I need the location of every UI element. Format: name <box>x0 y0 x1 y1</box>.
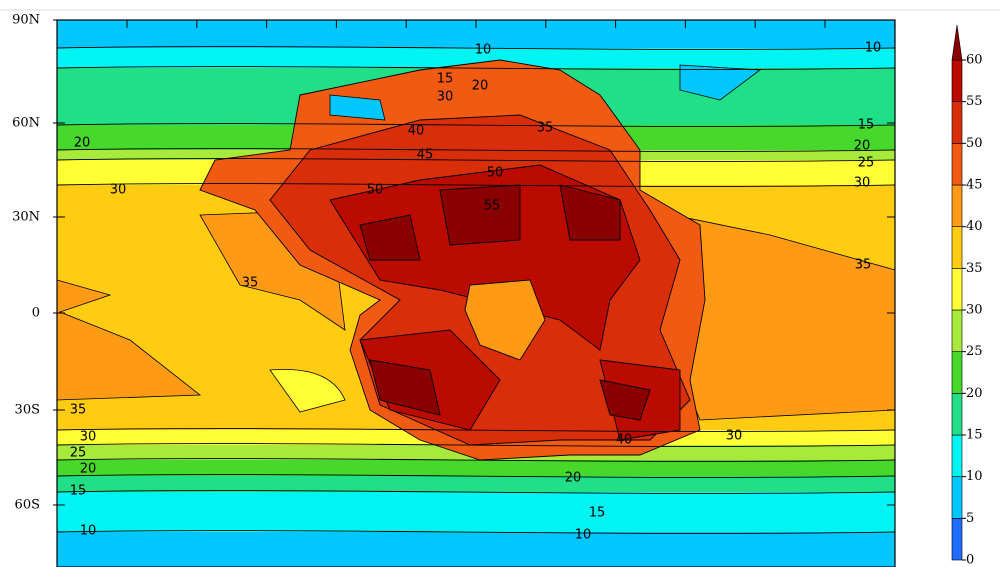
contour-label: 15 <box>589 506 606 521</box>
contour-label: 55 <box>484 199 501 214</box>
lat-label: 0 <box>32 306 40 321</box>
lat-label: 90N <box>12 13 40 28</box>
colorbar-segment <box>951 101 963 144</box>
contour-label: 25 <box>858 156 875 171</box>
lat-label: 30S <box>15 403 40 418</box>
lat-label: 60S <box>15 498 40 513</box>
colorbar-label: 35 <box>966 261 983 276</box>
contour-label: 15 <box>70 484 87 499</box>
contour-label: 15 <box>858 118 875 133</box>
inland-sea <box>464 279 546 361</box>
colorbar-segment <box>951 226 963 269</box>
colorbar-label: 25 <box>966 344 983 359</box>
contour-label: 35 <box>242 276 259 291</box>
colorbar-segment <box>951 351 963 394</box>
contour-label: 10 <box>575 528 592 543</box>
colorbar-segment <box>951 143 963 186</box>
contour-line <box>56 428 896 432</box>
colorbar-label: 5 <box>966 511 974 526</box>
continent-region <box>359 184 651 421</box>
contour-label: 35 <box>537 121 554 136</box>
contour-label: 20 <box>472 79 489 94</box>
contour-line <box>56 66 896 70</box>
contour-label: 35 <box>855 258 872 273</box>
colorbar-label: 60 <box>966 53 983 68</box>
colorbar-label: 0 <box>966 553 974 567</box>
temperature-band <box>57 476 895 492</box>
contour-line <box>56 443 896 447</box>
colorbar-label: 15 <box>966 428 983 443</box>
cool-region <box>269 369 346 413</box>
contour-label: 40 <box>616 433 633 448</box>
colorbar-label: 40 <box>966 219 983 234</box>
colorbar-label: 50 <box>966 136 983 151</box>
contour-label: 30 <box>726 429 743 444</box>
colorbar-label: 55 <box>966 94 983 109</box>
contour-line <box>56 123 896 127</box>
colorbar-segment <box>951 518 963 561</box>
contour-line <box>56 530 896 534</box>
colorbar-label: 30 <box>966 303 983 318</box>
colorbar-label: 10 <box>966 469 983 484</box>
contour-label: 30 <box>854 176 871 191</box>
colorbar-segment <box>951 434 963 477</box>
contour-label: 40 <box>408 124 425 139</box>
contour-label: 20 <box>74 136 91 151</box>
colorbar-extension <box>951 24 963 61</box>
contour-line <box>56 474 896 478</box>
polar-cold <box>329 64 762 121</box>
temperature-band <box>57 532 895 567</box>
colorbar-segment <box>951 268 963 311</box>
contour-label: 10 <box>865 41 882 56</box>
contour-label: 35 <box>70 403 87 418</box>
contour-label: 50 <box>367 183 384 198</box>
contour-label: 50 <box>487 166 504 181</box>
contour-label: 20 <box>80 462 97 477</box>
temperature-band <box>57 48 895 68</box>
colorbar-label: 20 <box>966 386 983 401</box>
colorbar-segment <box>951 59 963 102</box>
contour-label: 25 <box>70 446 87 461</box>
colorbar-segment <box>951 309 963 352</box>
temperature-band <box>57 492 895 532</box>
lat-label: 60N <box>12 116 40 131</box>
colorbar-segment <box>951 476 963 519</box>
colorbar-segment <box>951 393 963 436</box>
contour-line <box>56 158 896 162</box>
contour-line <box>56 458 896 462</box>
contour-label: 30 <box>110 183 127 198</box>
contour-line <box>56 46 896 50</box>
contour-label: 45 <box>417 148 434 163</box>
contour-label: 20 <box>565 471 582 486</box>
contour-line <box>56 183 896 187</box>
colorbar-segment <box>951 184 963 227</box>
colorbar-label: 45 <box>966 178 983 193</box>
lat-label: 30N <box>12 210 40 225</box>
contour-line <box>56 148 896 152</box>
temperature-band <box>57 460 895 476</box>
contour-label: 20 <box>854 139 871 154</box>
contour-label: 15 <box>437 72 454 87</box>
contour-line <box>56 490 896 494</box>
contour-label: 10 <box>475 43 492 58</box>
contour-label: 10 <box>80 524 97 539</box>
contour-label: 30 <box>80 430 97 445</box>
contour-label: 30 <box>437 90 454 105</box>
